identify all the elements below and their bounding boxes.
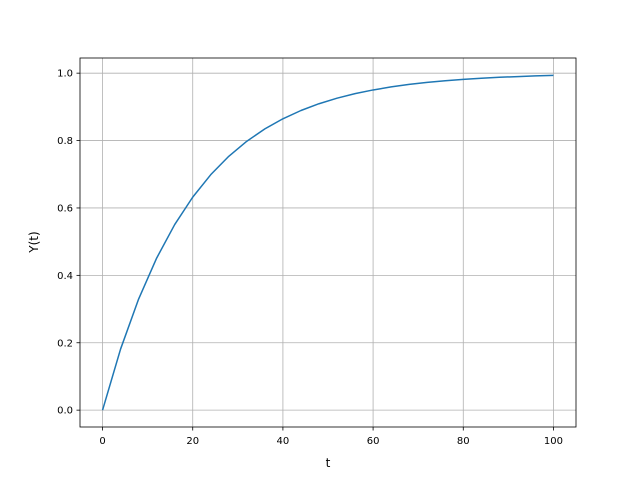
series-line [101, 74, 554, 411]
y-tick-label: 1.0 [57, 69, 73, 80]
series-layer [101, 74, 554, 411]
axes-frame [79, 57, 577, 428]
y-tick-label: 0.2 [57, 338, 73, 349]
x-tick-label: 20 [186, 436, 199, 447]
x-tick-label: 80 [457, 436, 470, 447]
grid [80, 58, 576, 427]
x-tick-label: 100 [544, 436, 563, 447]
x-axis-label: t [326, 456, 331, 470]
x-tick-label: 60 [367, 436, 380, 447]
y-tick-label: 0.6 [57, 203, 73, 214]
y-axis: 0.0 0.2 0.4 0.6 0.8 1.0 [57, 69, 80, 417]
y-tick-label: 0.4 [57, 271, 73, 282]
y-tick-label: 0.0 [57, 406, 73, 417]
y-tick-label: 0.8 [57, 136, 73, 147]
x-tick-label: 40 [277, 436, 290, 447]
x-axis: 0 20 40 60 80 100 [99, 427, 563, 447]
x-tick-label: 0 [99, 436, 105, 447]
y-axis-label: Y(t) [27, 231, 41, 253]
